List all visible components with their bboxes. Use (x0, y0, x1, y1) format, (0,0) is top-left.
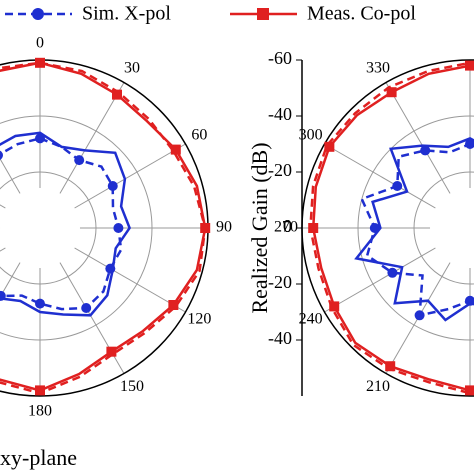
marker (170, 144, 181, 155)
radial-tick-label: -60 (268, 48, 292, 68)
series-line (0, 131, 132, 317)
radial-tick-label: -40 (268, 328, 292, 348)
inner-blank (430, 188, 474, 268)
series-line (354, 137, 474, 322)
angle-tick-label: 0 (36, 35, 44, 52)
angle-tick-label: 240 (299, 311, 323, 328)
angle-tick-label: 150 (120, 378, 144, 395)
marker (465, 139, 474, 149)
marker (308, 223, 319, 233)
radial-tick-label: -20 (268, 160, 292, 180)
marker (465, 385, 474, 396)
legend-label: Sim. X-pol (82, 3, 171, 25)
marker (0, 150, 3, 160)
angle-tick-label: 60 (191, 127, 207, 144)
marker (386, 87, 397, 98)
legend-marker (257, 8, 269, 20)
angle-tick-label: 180 (28, 403, 52, 420)
radial-tick-label: 0 (283, 216, 292, 236)
marker (106, 346, 117, 357)
marker (414, 310, 425, 321)
marker (465, 60, 474, 71)
axis-label: Realized Gain (dB) (247, 142, 272, 313)
marker (81, 303, 92, 314)
legend-marker (32, 8, 44, 20)
marker (35, 385, 45, 396)
angle-tick-label: 330 (366, 59, 390, 76)
legend-bg (0, 0, 474, 32)
radial-tick-label: -40 (268, 104, 292, 124)
angle-tick-label: 30 (124, 59, 140, 76)
marker (387, 267, 398, 278)
marker (112, 89, 122, 100)
legend: Sim. X-pol Meas. Co-pol (0, 0, 474, 32)
marker (329, 301, 340, 312)
angle-tick-label: 270 (274, 219, 298, 236)
angle-tick-label: 120 (187, 311, 211, 328)
marker (168, 300, 179, 310)
marker (420, 145, 431, 156)
marker (385, 361, 396, 372)
angle-tick-label: 210 (366, 378, 390, 395)
radial-tick-label: 0 (283, 216, 292, 236)
marker (107, 181, 118, 191)
marker (35, 298, 45, 309)
marker (392, 181, 403, 191)
radial-tick-label: -20 (268, 272, 292, 292)
angle-tick-label: 300 (299, 127, 323, 144)
inner-blank (0, 188, 80, 268)
series-line (0, 61, 207, 395)
marker (74, 155, 85, 166)
marker (324, 141, 335, 152)
marker (113, 223, 124, 233)
subplot-label: xy-plane (0, 445, 77, 470)
angle-tick-label: 90 (216, 219, 232, 236)
legend-label: Meas. Co-pol (307, 3, 416, 25)
